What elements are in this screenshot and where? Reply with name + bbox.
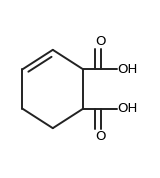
- Text: OH: OH: [117, 63, 138, 76]
- Text: O: O: [96, 35, 106, 48]
- Text: O: O: [96, 130, 106, 143]
- Text: OH: OH: [117, 102, 138, 115]
